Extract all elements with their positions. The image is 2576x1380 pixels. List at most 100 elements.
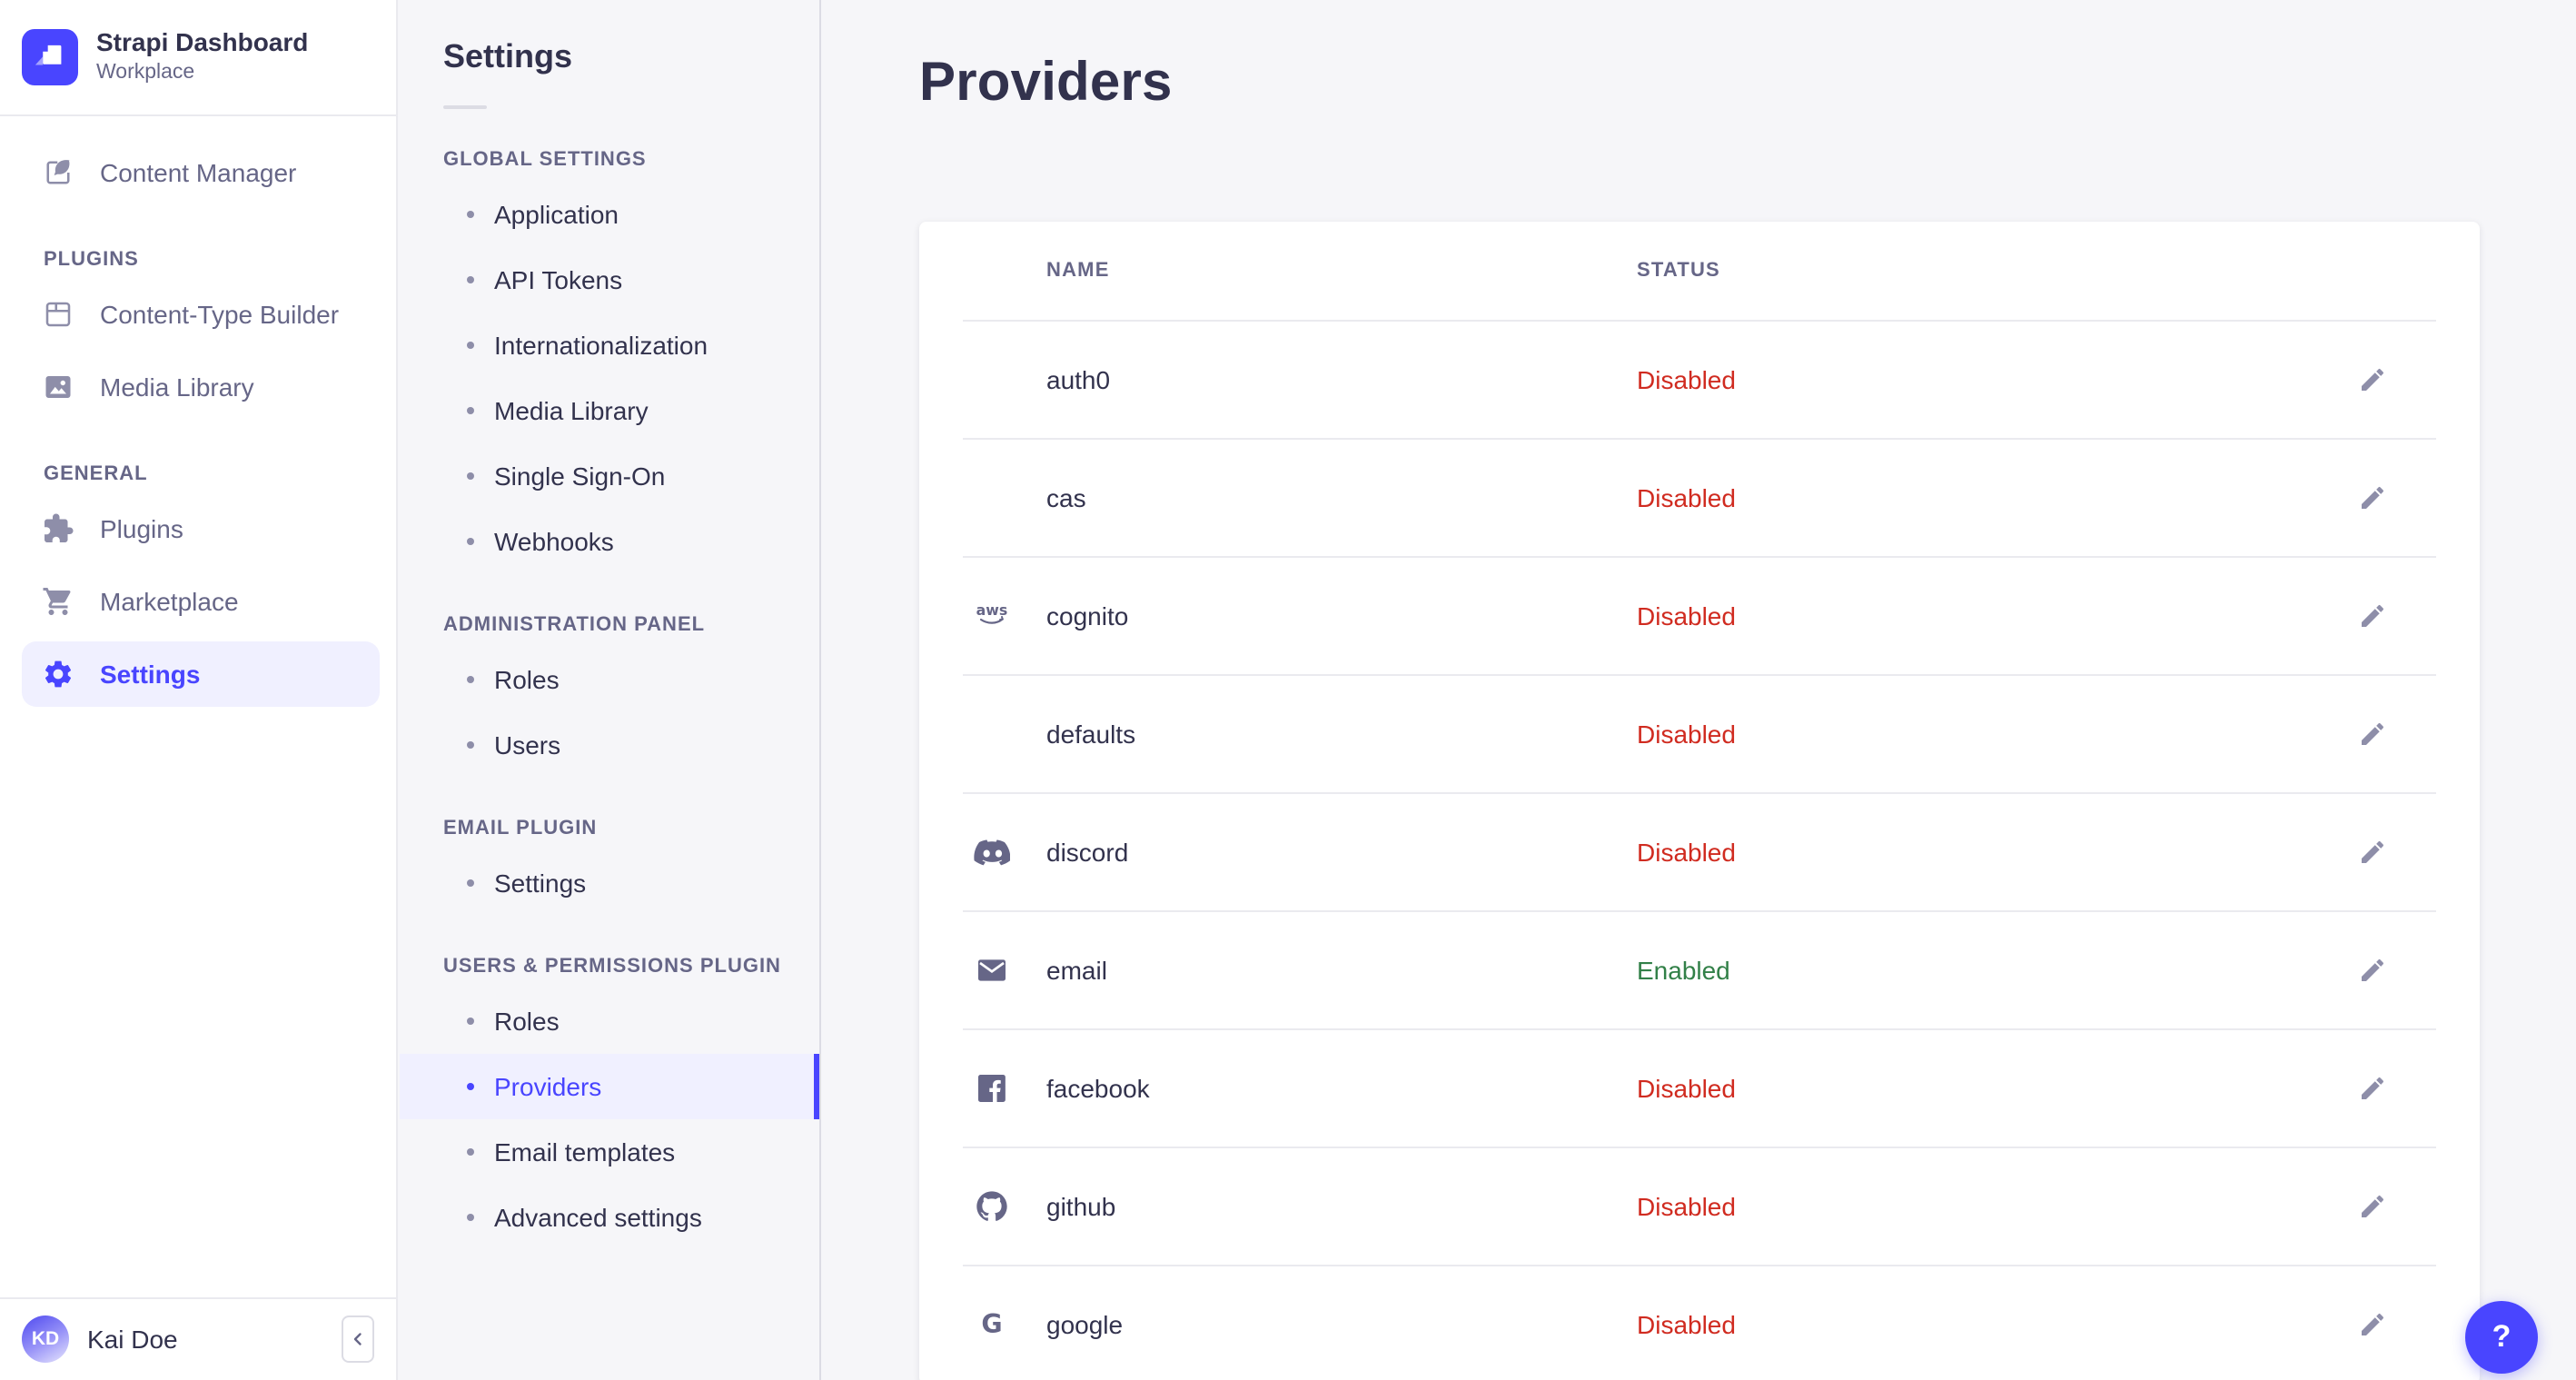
sidebar-item-content-type-builder[interactable]: Content-Type Builder: [22, 282, 380, 347]
subnav-item-label: Media Library: [494, 396, 649, 425]
subnav-item-label: Users: [494, 730, 561, 759]
provider-row-discord[interactable]: discord Disabled: [919, 792, 2480, 910]
subnav-item-media-library[interactable]: Media Library: [400, 378, 819, 443]
subnav-item-label: Single Sign-On: [494, 462, 666, 491]
subnav-item-label: API Tokens: [494, 265, 623, 294]
brand-text: Strapi Dashboard Workplace: [96, 28, 308, 87]
status-badge: Enabled: [1637, 955, 1730, 984]
help-button[interactable]: ?: [2465, 1301, 2538, 1374]
edit-icon: [2354, 1191, 2391, 1220]
edit-provider-button[interactable]: [2354, 361, 2391, 397]
content-manager-icon: [40, 154, 76, 191]
collapse-sidebar-button[interactable]: [342, 1315, 374, 1363]
status-badge: Disabled: [1637, 601, 1736, 630]
edit-provider-button[interactable]: [2354, 715, 2391, 751]
edit-icon: [2354, 719, 2391, 748]
user-name[interactable]: Kai Doe: [87, 1325, 178, 1354]
provider-row-cas[interactable]: cas Disabled: [919, 438, 2480, 556]
edit-provider-button[interactable]: [2354, 597, 2391, 633]
bullet-dot: [467, 1214, 474, 1221]
provider-name: email: [1046, 955, 1107, 984]
provider-row-facebook[interactable]: facebook Disabled: [919, 1028, 2480, 1147]
edit-icon: [2354, 601, 2391, 630]
sidebar-item-label: Settings: [100, 660, 201, 689]
subnav-item-api-tokens[interactable]: API Tokens: [400, 247, 819, 313]
edit-provider-button[interactable]: [2354, 833, 2391, 869]
provider-icon-placeholder: [974, 361, 1010, 397]
provider-row-cognito[interactable]: aws cognito Disabled: [919, 556, 2480, 674]
provider-name: auth0: [1046, 364, 1111, 393]
provider-name: cognito: [1046, 601, 1129, 630]
sidebar-item-label: Content Manager: [100, 158, 297, 187]
provider-name: github: [1046, 1191, 1116, 1220]
subnav-item-advanced-settings[interactable]: Advanced settings: [400, 1185, 819, 1250]
subnav-item-providers[interactable]: Providers: [400, 1054, 819, 1119]
bullet-dot: [467, 1148, 474, 1156]
workspace-subtitle: Workplace: [96, 61, 195, 84]
subnav-item-webhooks[interactable]: Webhooks: [400, 509, 819, 574]
bullet-dot: [467, 1018, 474, 1025]
subnav-section-global-settings: GLOBAL SETTINGS Application API Tokens Inte…: [400, 149, 819, 574]
sidebar-item-label: Content-Type Builder: [100, 300, 340, 329]
edit-icon: [2354, 955, 2391, 984]
subnav-item-email-templates[interactable]: Email templates: [400, 1119, 819, 1185]
provider-name: facebook: [1046, 1073, 1150, 1102]
subnav-item-roles[interactable]: Roles: [400, 647, 819, 712]
sidebar-item-media-library[interactable]: Media Library: [22, 354, 380, 420]
provider-row-defaults[interactable]: defaults Disabled: [919, 674, 2480, 792]
subnav-item-label: Advanced settings: [494, 1203, 702, 1232]
question-mark-icon: ?: [2492, 1319, 2512, 1354]
aws-icon: aws: [974, 597, 1010, 633]
status-badge: Disabled: [1637, 364, 1736, 393]
main-sidebar: Strapi Dashboard Workplace Content Manag…: [0, 0, 398, 1380]
settings-icon: [40, 656, 76, 692]
settings-subnav: Settings GLOBAL SETTINGS Application API T…: [400, 0, 821, 1380]
providers-table-card: NAME STATUS auth0 Disabled cas Disabled aws c…: [919, 222, 2480, 1380]
subnav-item-label: Internationalization: [494, 331, 708, 360]
subnav-section-users-permissions-plugin: USERS & PERMISSIONS PLUGIN Roles Providers…: [400, 956, 819, 1250]
status-badge: Disabled: [1637, 1191, 1736, 1220]
subnav-item-users[interactable]: Users: [400, 712, 819, 778]
subnav-item-roles[interactable]: Roles: [400, 988, 819, 1054]
discord-icon: [974, 833, 1010, 869]
edit-provider-button[interactable]: [2354, 479, 2391, 515]
table-header-row: NAME STATUS: [919, 222, 2480, 320]
edit-provider-button[interactable]: [2354, 1187, 2391, 1224]
provider-row-email[interactable]: email Enabled: [919, 910, 2480, 1028]
nav-section-label-plugins: PLUGINS: [44, 249, 139, 271]
provider-row-auth0[interactable]: auth0 Disabled: [919, 320, 2480, 438]
provider-name: google: [1046, 1309, 1124, 1338]
sidebar-item-label: Marketplace: [100, 587, 239, 616]
provider-name: cas: [1046, 482, 1086, 511]
edit-provider-button[interactable]: [2354, 1069, 2391, 1106]
provider-icon-placeholder: [974, 715, 1010, 751]
subnav-item-settings[interactable]: Settings: [400, 850, 819, 916]
google-icon: G: [974, 1306, 1010, 1342]
edit-provider-button[interactable]: [2354, 951, 2391, 988]
sidebar-item-content-manager[interactable]: Content Manager: [22, 140, 380, 205]
sidebar-item-marketplace[interactable]: Marketplace: [22, 569, 380, 634]
svg-text:G: G: [981, 1308, 1002, 1338]
subnav-item-label: Roles: [494, 665, 560, 694]
bullet-dot: [467, 342, 474, 349]
sidebar-item-settings[interactable]: Settings: [22, 641, 380, 707]
subnav-item-internationalization[interactable]: Internationalization: [400, 313, 819, 378]
subnav-section-email-plugin: EMAIL PLUGIN Settings: [400, 818, 819, 916]
subnav-section-label: ADMINISTRATION PANEL: [443, 614, 706, 636]
bullet-dot: [467, 472, 474, 480]
avatar[interactable]: KD: [22, 1315, 69, 1363]
column-header-name: NAME: [1046, 260, 1110, 282]
edit-provider-button[interactable]: [2354, 1306, 2391, 1342]
subnav-item-application[interactable]: Application: [400, 182, 819, 247]
subnav-item-single-sign-on[interactable]: Single Sign-On: [400, 443, 819, 509]
subnav-section-label: USERS & PERMISSIONS PLUGIN: [443, 956, 781, 978]
status-badge: Disabled: [1637, 1073, 1736, 1102]
edit-icon: [2354, 1309, 2391, 1338]
status-badge: Disabled: [1637, 1309, 1736, 1338]
provider-row-github[interactable]: github Disabled: [919, 1147, 2480, 1265]
svg-text:aws: aws: [976, 601, 1008, 618]
sidebar-item-plugins[interactable]: Plugins: [22, 496, 380, 561]
edit-icon: [2354, 364, 2391, 393]
